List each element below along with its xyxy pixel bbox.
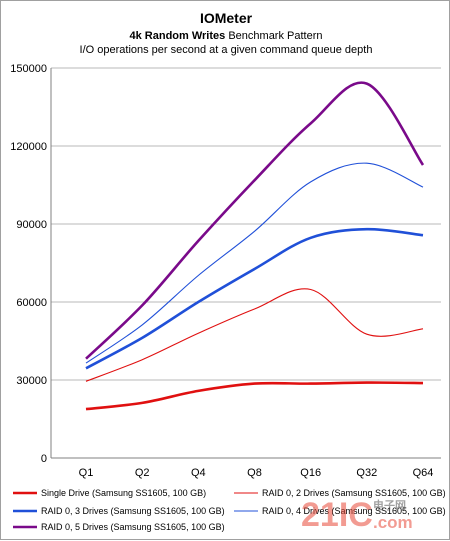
y-tick-label: 90000 <box>16 219 47 231</box>
watermark: 21IC 电子网 .com <box>301 496 413 534</box>
x-tick-label: Q4 <box>191 467 206 479</box>
chart-subtitle: 4k Random Writes Benchmark Pattern <box>130 30 323 42</box>
x-tick-label: Q32 <box>356 467 377 479</box>
y-tick-label: 60000 <box>16 297 47 309</box>
legend-entry: Single Drive (Samsung SS1605, 100 GB) <box>13 488 206 498</box>
chart-caption: I/O operations per second at a given com… <box>80 44 373 56</box>
y-tick-label: 30000 <box>16 375 47 387</box>
chart-subtitle-bold: 4k Random Writes <box>130 30 226 42</box>
legend-label: RAID 0, 5 Drives (Samsung SS1605, 100 GB… <box>41 522 225 532</box>
y-tick-label: 0 <box>41 453 47 465</box>
x-tick-label: Q2 <box>135 467 150 479</box>
legend-entry: RAID 0, 5 Drives (Samsung SS1605, 100 GB… <box>13 522 225 532</box>
watermark-chinese: 电子网 <box>373 498 406 512</box>
legend-entry: RAID 0, 3 Drives (Samsung SS1605, 100 GB… <box>13 506 225 516</box>
x-tick-label: Q8 <box>247 467 262 479</box>
chart-title: IOMeter <box>200 10 253 26</box>
legend-label: Single Drive (Samsung SS1605, 100 GB) <box>41 488 206 498</box>
series-line-raid-0-2-drives-samsung-ss1605-100-gb <box>86 289 423 381</box>
series-line-raid-0-3-drives-samsung-ss1605-100-gb <box>86 229 423 368</box>
watermark-logo: 21IC <box>301 496 373 534</box>
series-line-raid-0-4-drives-samsung-ss1605-100-gb <box>86 163 423 363</box>
legend-label: RAID 0, 3 Drives (Samsung SS1605, 100 GB… <box>41 506 225 516</box>
x-tick-label: Q64 <box>413 467 434 479</box>
chart-subtitle-rest: Benchmark Pattern <box>225 30 322 42</box>
series-line-single-drive-samsung-ss1605-100-gb <box>86 383 423 410</box>
x-tick-label: Q16 <box>300 467 321 479</box>
y-tick-label: 150000 <box>10 63 47 75</box>
plot-area: 0 30000 60000 90000 120000 150000 Q1 Q2 Q4 Q8 Q16 Q… <box>10 63 441 479</box>
series-line-raid-0-5-drives-samsung-ss1605-100-gb <box>86 83 423 359</box>
watermark-domain: .com <box>373 513 413 532</box>
y-tick-label: 120000 <box>10 141 47 153</box>
x-tick-label: Q1 <box>79 467 94 479</box>
